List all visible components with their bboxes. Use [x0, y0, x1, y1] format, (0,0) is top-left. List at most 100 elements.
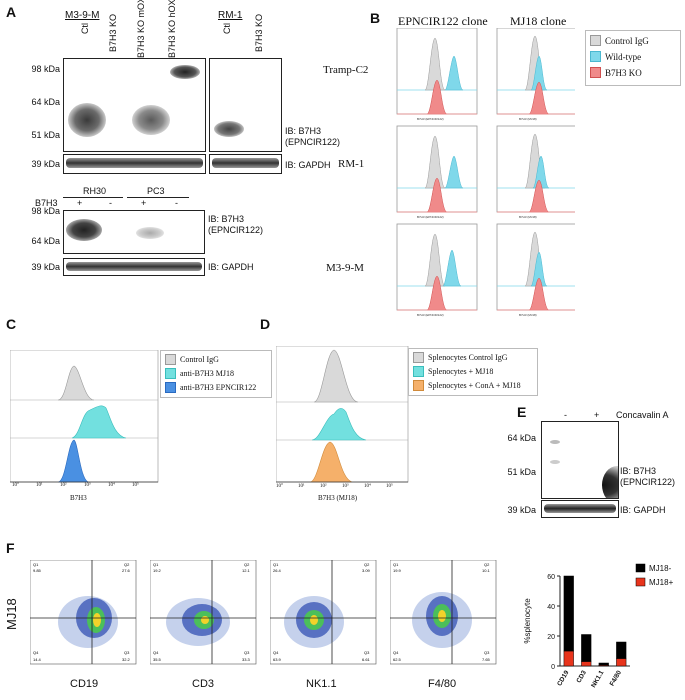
legend-swatch: [413, 380, 424, 391]
mw-marker: 51 kDa: [507, 467, 536, 477]
gapdh-blot-lower: [63, 258, 205, 276]
sign-label: -: [175, 198, 178, 208]
row-label: RM-1: [338, 158, 365, 170]
lane-label: B7H3 KO: [254, 13, 264, 52]
ib-label: (EPNCIR122): [285, 137, 341, 147]
y-tick-label: 40: [547, 604, 555, 611]
sign-label: +: [77, 198, 83, 208]
quadrant-label: Q1: [393, 562, 399, 567]
x-tick: 10⁵: [386, 484, 393, 489]
quadrant-label: Q1: [153, 562, 159, 567]
flow-dotplot-cd3: Q1 19.2 Q2 12.1 Q4 35.5 Q3 33.3: [150, 560, 257, 665]
histogram-tramp-mj18: B7H3 (MJ18): [496, 28, 575, 121]
group-label-m39m: M3-9-M: [65, 10, 100, 21]
blot-band: [132, 105, 170, 135]
legend-label: MJ18+: [649, 578, 674, 587]
quadrant-value: 7.65: [482, 657, 491, 662]
histogram-rm1-epn: B7H3 (EPNCIR122): [396, 125, 478, 219]
quadrant-value: 32.2: [122, 657, 131, 662]
x-tick: 10⁵: [132, 483, 139, 488]
histogram-tramp-epn: B7H3 (EPNCIR122): [396, 28, 478, 121]
quadrant-label: Q3: [124, 650, 130, 655]
x-tick-label: CD3: [575, 669, 588, 684]
ib-label: (EPNCIR122): [208, 225, 264, 235]
row-label-b7h3: B7H3: [35, 198, 58, 208]
group-label-rm1: RM-1: [218, 10, 243, 21]
panel-label-c: C: [6, 316, 17, 332]
legend-swatch: [165, 354, 176, 365]
x-tick-label: NK1.1: [590, 669, 605, 689]
legend-label: Splenocytes Control IgG: [428, 353, 508, 362]
x-tick: 10³: [84, 483, 91, 488]
quadrant-label: Q3: [364, 650, 370, 655]
histogram-rm1-mj18: B7H3 (MJ18): [496, 125, 575, 219]
quadrant-value: 62.5: [393, 657, 402, 662]
bar-mj18-: [616, 658, 627, 667]
flow-dotplot-cd19: Q1 9.85 Q2 27.6 Q4 14.4 Q3 32.2: [30, 560, 137, 665]
mw-marker: 39 kDa: [31, 159, 60, 169]
mw-marker: 98 kDa: [31, 206, 60, 216]
y-tick-label: 60: [547, 574, 555, 581]
quadrant-value: 33.3: [242, 657, 251, 662]
x-tick: 10⁴: [364, 484, 371, 489]
quadrant-label: Q3: [244, 650, 250, 655]
blot-band: [602, 466, 618, 498]
quadrant-label: Q3: [484, 650, 490, 655]
mw-marker: 64 kDa: [31, 236, 60, 246]
legend-label: Wild-type: [605, 51, 642, 62]
x-axis-label: B7H3 (EPNCIR122): [417, 313, 444, 317]
x-axis-label: NK1.1: [306, 678, 337, 690]
gapdh-blot-m39m: [63, 154, 206, 174]
sign-label: -: [564, 410, 567, 420]
legend-label: anti-B7H3 EPNCIR122: [180, 383, 257, 392]
blot-band: [544, 504, 616, 513]
x-axis-label-c: B7H3: [70, 494, 87, 502]
ib-label: IB: GAPDH: [208, 262, 254, 272]
quadrant-label: Q1: [273, 562, 279, 567]
quadrant-value: 10.1: [482, 568, 491, 573]
legend-c: Control IgG anti-B7H3 MJ18 anti-B7H3 EPN…: [160, 350, 272, 398]
column-title-epncir122: EPNCIR122 clone: [398, 14, 488, 28]
ib-label: IB: B7H3: [208, 214, 245, 224]
row-label: M3-9-M: [326, 262, 364, 274]
legend-swatch: [165, 368, 176, 379]
blot-band: [550, 460, 560, 464]
legend-label: Control IgG: [605, 35, 649, 46]
ib-label: IB: B7H3: [620, 466, 657, 476]
legend-label: anti-B7H3 MJ18: [180, 369, 234, 378]
mw-marker: 64 kDa: [31, 97, 60, 107]
x-axis-label: CD3: [192, 678, 215, 690]
western-blot-lower: [63, 210, 205, 254]
group-underline: [127, 197, 189, 198]
treatment-header: Concavalin A: [616, 410, 669, 420]
legend-d: Splenocytes Control IgG Splenocytes + MJ…: [408, 348, 538, 396]
flow-dotplot-f480: Q1 19.9 Q2 10.1 Q4 62.5 Q3 7.65: [390, 560, 497, 665]
quadrant-value: 35.5: [153, 657, 162, 662]
legend-swatch: [413, 352, 424, 363]
bar-mj18-: [563, 575, 574, 652]
y-tick-label: 0: [551, 664, 555, 671]
legend-swatch: [590, 51, 601, 62]
histogram-m39m-epn: B7H3 (EPNCIR122): [396, 223, 478, 317]
group-label-rh30: RH30: [83, 186, 107, 196]
group-underline: [63, 197, 123, 198]
ib-label: IB: GAPDH: [620, 505, 666, 515]
legend-swatch: [413, 366, 424, 377]
panel-label-a: A: [6, 4, 17, 20]
quadrant-value: 63.9: [273, 657, 282, 662]
western-blot-m39m: [63, 58, 206, 152]
panel-label-d: D: [260, 316, 271, 332]
x-tick: 10¹: [298, 484, 305, 489]
x-axis-label: CD19: [70, 678, 99, 690]
x-axis-label-d: B7H3 (MJ18): [318, 494, 358, 502]
quadrant-label: Q2: [364, 562, 370, 567]
quadrant-label: Q2: [124, 562, 130, 567]
blot-band: [66, 262, 202, 271]
blot-band: [170, 65, 200, 79]
panel-label-e: E: [517, 404, 527, 420]
quadrant-label: Q1: [33, 562, 39, 567]
column-title-mj18: MJ18 clone: [510, 14, 567, 28]
histogram-m39m-mj18: B7H3 (MJ18): [496, 223, 575, 317]
quadrant-value: 19.9: [393, 568, 402, 573]
y-axis-label-mj18: MJ18: [4, 598, 19, 630]
